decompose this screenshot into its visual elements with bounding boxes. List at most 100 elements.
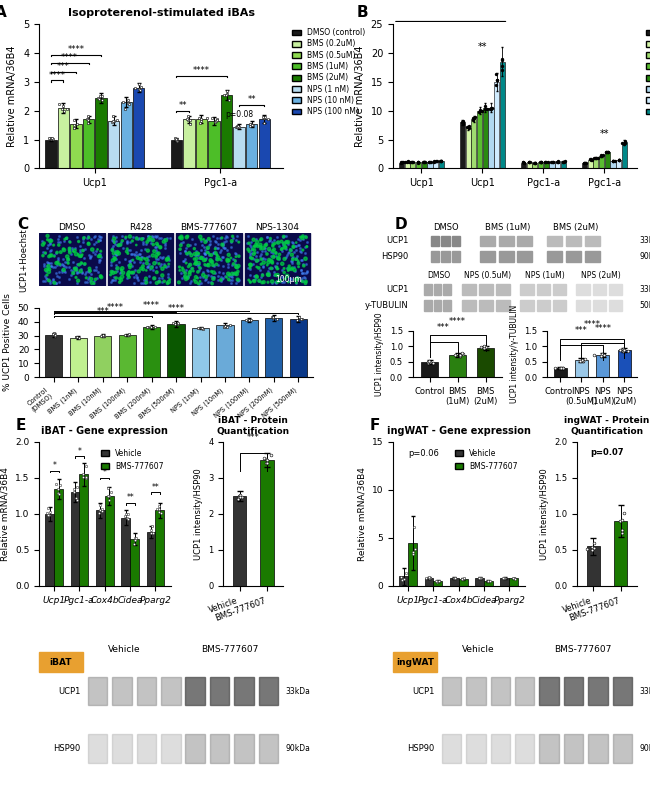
Point <box>263 276 273 289</box>
Point <box>71 247 81 260</box>
Point <box>227 230 238 242</box>
Point <box>432 575 443 588</box>
Point <box>150 240 160 253</box>
Point <box>58 99 68 112</box>
Text: DMSO: DMSO <box>434 222 459 232</box>
Point <box>108 114 118 127</box>
Point <box>72 330 82 343</box>
Point <box>46 260 57 272</box>
Point <box>109 244 120 257</box>
Point <box>280 251 291 264</box>
Point <box>483 575 493 588</box>
Point <box>224 254 234 267</box>
Point <box>248 242 258 255</box>
Point <box>71 331 81 344</box>
Point <box>226 241 236 254</box>
Text: B: B <box>356 5 368 20</box>
Point <box>196 114 207 127</box>
Point <box>276 242 287 255</box>
Bar <box>483 108 488 169</box>
Point <box>483 575 493 588</box>
Point <box>53 232 63 245</box>
Point <box>619 138 629 151</box>
Point <box>249 252 259 265</box>
Point <box>153 232 164 245</box>
Point <box>200 247 211 260</box>
Point <box>248 247 259 260</box>
Point <box>617 513 627 526</box>
Point <box>142 244 153 257</box>
Point <box>257 245 267 258</box>
Text: BMS-777607: BMS-777607 <box>554 645 612 654</box>
Point <box>243 230 254 242</box>
Point <box>413 156 423 169</box>
Bar <box>537 285 550 295</box>
Point <box>262 247 272 260</box>
Text: 33kDa: 33kDa <box>639 236 650 246</box>
Point <box>300 272 311 285</box>
Point <box>40 247 51 260</box>
Bar <box>183 119 194 169</box>
Point <box>202 246 213 259</box>
Point <box>245 261 255 274</box>
Point <box>135 252 146 265</box>
Point <box>266 255 277 268</box>
Bar <box>130 539 139 586</box>
Point <box>78 244 88 257</box>
Point <box>162 277 173 290</box>
Bar <box>517 251 532 262</box>
Bar <box>39 233 105 286</box>
Point <box>463 121 473 134</box>
Point <box>246 251 256 264</box>
Bar <box>588 734 608 763</box>
Point <box>281 262 292 275</box>
Point <box>123 513 133 526</box>
Point <box>491 74 502 87</box>
Text: ****: **** <box>68 45 84 54</box>
Bar <box>161 676 181 706</box>
Point <box>66 268 76 281</box>
Point <box>226 276 237 289</box>
Point <box>60 231 71 244</box>
Point <box>70 263 81 276</box>
Point <box>75 264 86 277</box>
Point <box>58 264 69 277</box>
Text: **: ** <box>600 129 609 139</box>
Point <box>185 266 195 279</box>
Point <box>487 102 497 115</box>
Title: iBAT - Protein
Quantification: iBAT - Protein Quantification <box>216 416 290 436</box>
Point <box>297 232 307 245</box>
Point <box>138 277 149 290</box>
Point <box>42 260 52 272</box>
Point <box>436 154 447 167</box>
Point <box>263 113 273 126</box>
Point <box>297 275 307 288</box>
Point <box>88 230 99 243</box>
Point <box>108 254 118 267</box>
Point <box>66 243 77 256</box>
Point <box>432 574 442 587</box>
Bar <box>537 300 550 311</box>
Point <box>222 243 232 256</box>
Point <box>220 231 230 244</box>
Point <box>189 252 200 265</box>
Point <box>108 266 118 279</box>
Point <box>149 245 159 258</box>
Point <box>131 231 141 244</box>
Point <box>144 249 154 262</box>
Point <box>203 269 214 282</box>
Point <box>283 264 293 277</box>
Text: 90kDa: 90kDa <box>285 744 311 753</box>
Point <box>108 273 118 286</box>
Point <box>96 269 106 282</box>
Point <box>255 247 266 260</box>
Bar <box>582 162 587 169</box>
Point <box>175 242 185 255</box>
Point <box>300 252 311 265</box>
Point <box>211 247 221 260</box>
Text: NPS (0.5uM): NPS (0.5uM) <box>464 272 512 281</box>
Point <box>182 113 192 126</box>
Point <box>51 277 62 290</box>
Point <box>242 262 253 275</box>
Point <box>170 132 180 145</box>
